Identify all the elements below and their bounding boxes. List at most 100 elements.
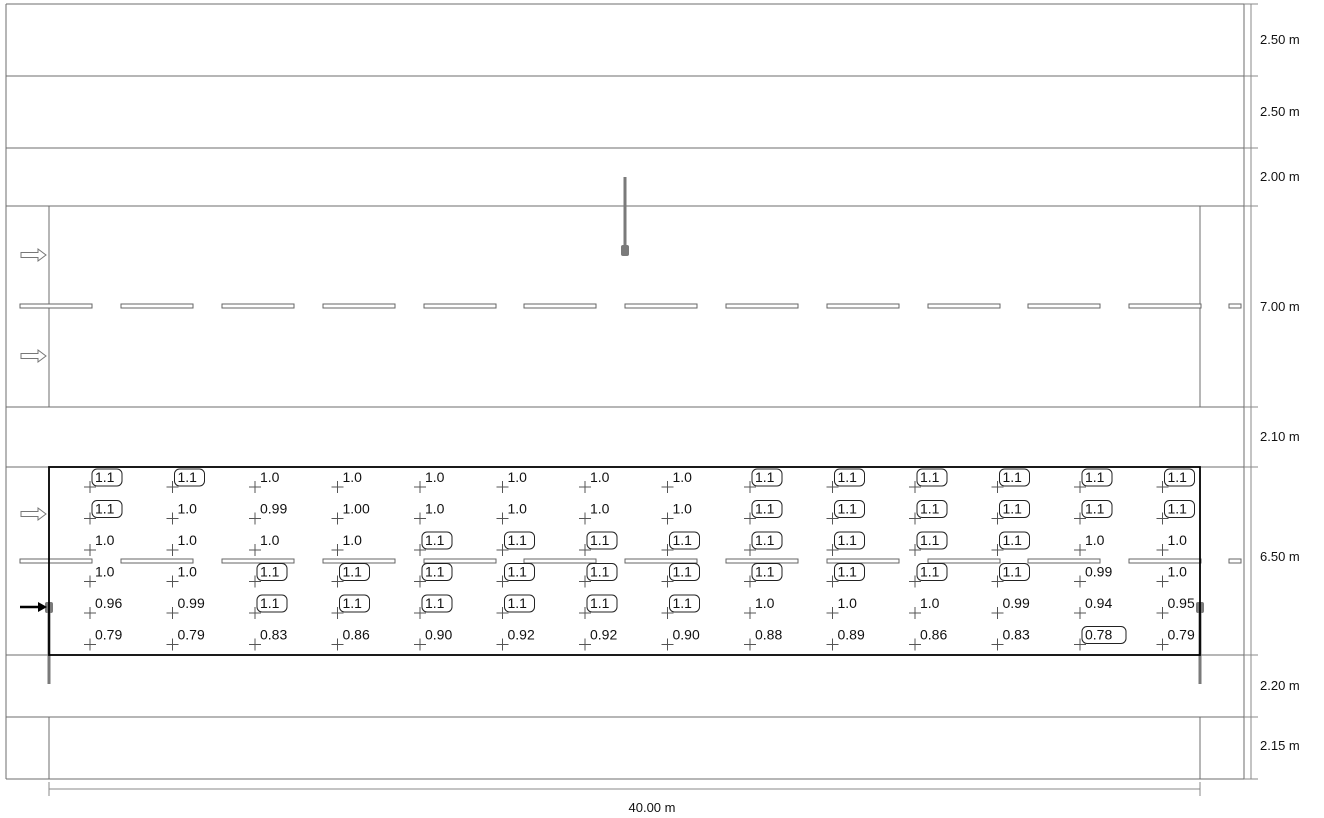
lane-dash [1228, 303, 1242, 309]
crosshair-icon [331, 544, 344, 556]
grid-value: 1.1 [673, 595, 693, 611]
value-box [421, 531, 453, 550]
crosshair-icon [909, 481, 921, 493]
crosshair-icon [166, 607, 179, 619]
crosshair-icon [579, 575, 591, 588]
value-box [1081, 468, 1113, 487]
band-width-label: 2.00 m [1260, 169, 1300, 184]
value-box [834, 531, 865, 550]
lane-dash [1228, 558, 1242, 564]
value-box [916, 531, 948, 550]
grid-value: 1.0 [260, 469, 280, 485]
crosshair-icon [744, 638, 756, 651]
grid-value: 0.99 [178, 595, 205, 611]
crosshair-icon [744, 544, 756, 556]
value-box [504, 563, 535, 581]
calculation-grid: 1.1 1.1 1.0 1.0 1.0 1.0 1.0 1.0 1.1 1.1 1.1 1.1 1.1 1… [84, 468, 1195, 651]
band-width-label: 6.50 m [1260, 549, 1300, 564]
lane-dash [19, 303, 93, 309]
value-box [751, 563, 783, 581]
crosshair-icon [249, 607, 261, 619]
grid-value: 1.1 [1168, 469, 1188, 485]
lane-dash [624, 303, 698, 309]
grid-value: 1.0 [425, 501, 445, 517]
crosshair-icon [166, 512, 179, 525]
value-box [1081, 500, 1113, 518]
grid-value: 0.94 [1085, 595, 1112, 611]
value-box [916, 563, 948, 581]
grid-value: 1.1 [1003, 564, 1023, 580]
crosshair-icon [661, 638, 674, 651]
lane-dash [322, 303, 396, 309]
grid-value: 1.0 [178, 501, 198, 517]
crosshair-icon [331, 607, 344, 619]
crosshair-icon [166, 638, 179, 651]
crosshair-icon [909, 607, 921, 619]
crosshair-icon [991, 607, 1004, 619]
crosshair-icon [414, 481, 426, 493]
value-box [916, 500, 948, 518]
grid-value: 1.0 [590, 501, 610, 517]
value-box [421, 563, 453, 581]
grid-value: 1.0 [260, 532, 280, 548]
crosshair-icon [909, 638, 921, 651]
grid-value: 1.0 [1168, 532, 1188, 548]
band-width-label: 2.20 m [1260, 678, 1300, 693]
grid-value: 0.86 [920, 627, 947, 643]
crosshair-icon [1156, 481, 1169, 493]
grid-value: 1.0 [178, 564, 198, 580]
grid-value: 0.83 [260, 627, 287, 643]
crosshair-icon [331, 512, 344, 525]
grid-value: 1.1 [1003, 469, 1023, 485]
crosshair-icon [991, 638, 1004, 651]
lane-markings-lower [19, 558, 1242, 564]
crosshair-icon [249, 512, 261, 525]
length-dimension [48, 782, 1201, 796]
lane-dash [19, 558, 93, 564]
grid-value: 1.1 [755, 564, 775, 580]
lane-dash [927, 303, 1001, 309]
grid-value: 0.86 [343, 627, 370, 643]
lane-markings-upper [19, 303, 1242, 309]
grid-value: 1.1 [755, 532, 775, 548]
luminaires [45, 177, 1204, 684]
crosshair-icon [1074, 481, 1086, 493]
value-box [751, 468, 783, 487]
lane-dash [1027, 558, 1101, 564]
grid-value: 1.1 [673, 532, 693, 548]
value-box [751, 531, 783, 550]
grid-value: 1.0 [1085, 532, 1105, 548]
grid-value: 1.0 [590, 469, 610, 485]
dimension-chain [1244, 3, 1258, 780]
crosshair-icon [1156, 607, 1169, 619]
lane-dash [624, 558, 698, 564]
crosshair-icon [909, 575, 921, 588]
crosshair-icon [84, 512, 96, 525]
lane-dash [523, 558, 597, 564]
crosshair-icon [414, 575, 426, 588]
crosshair-icon [331, 481, 344, 493]
crosshair-icon [414, 512, 426, 525]
observer-head [38, 602, 47, 612]
value-box [999, 500, 1030, 518]
hollow-right-arrow-icon [20, 349, 47, 363]
grid-value: 1.0 [673, 501, 693, 517]
value-box [999, 531, 1030, 550]
lane-dash [826, 303, 900, 309]
value-box [256, 594, 288, 613]
grid-value: 1.0 [343, 532, 363, 548]
crosshair-icon [84, 607, 96, 619]
grid-value: 1.1 [260, 564, 280, 580]
grid-value: 1.0 [508, 469, 528, 485]
lane-dash [423, 303, 497, 309]
crosshair-icon [249, 481, 261, 493]
grid-value: 1.1 [920, 532, 940, 548]
band-width-label: 2.50 m [1260, 104, 1300, 119]
grid-value: 1.1 [590, 532, 610, 548]
grid-value: 1.1 [838, 532, 858, 548]
band-width-label: 7.00 m [1260, 299, 1300, 314]
grid-value: 1.1 [920, 501, 940, 517]
crosshair-icon [249, 638, 261, 651]
grid-value: 1.1 [95, 501, 115, 517]
lane-dash [120, 558, 194, 564]
